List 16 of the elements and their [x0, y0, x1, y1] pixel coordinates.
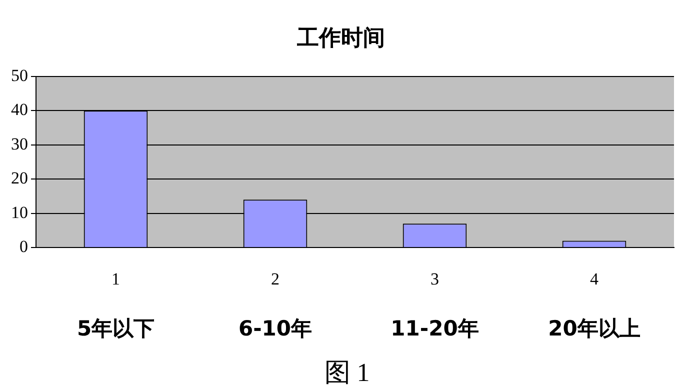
x-tick-label: 1: [112, 269, 120, 288]
x-tick-label: 2: [271, 269, 280, 288]
text: 6-10年: [238, 316, 312, 340]
text: 11-20年: [390, 316, 479, 340]
y-tick-label: 10: [11, 202, 28, 222]
y-tick-label: 0: [20, 237, 28, 256]
y-tick-label: 50: [11, 66, 28, 85]
y-tick-label: 20: [11, 168, 28, 188]
y-tick-label: 30: [11, 134, 28, 154]
text: 20年以上: [548, 316, 640, 340]
x-tick-label: 3: [430, 269, 439, 288]
y-tick-label: 40: [11, 100, 28, 120]
x-tick-label: 4: [590, 269, 599, 288]
text: 5年以下: [76, 316, 155, 340]
chart-title: 工作时间: [296, 26, 385, 51]
caption: 图 1: [324, 358, 370, 387]
